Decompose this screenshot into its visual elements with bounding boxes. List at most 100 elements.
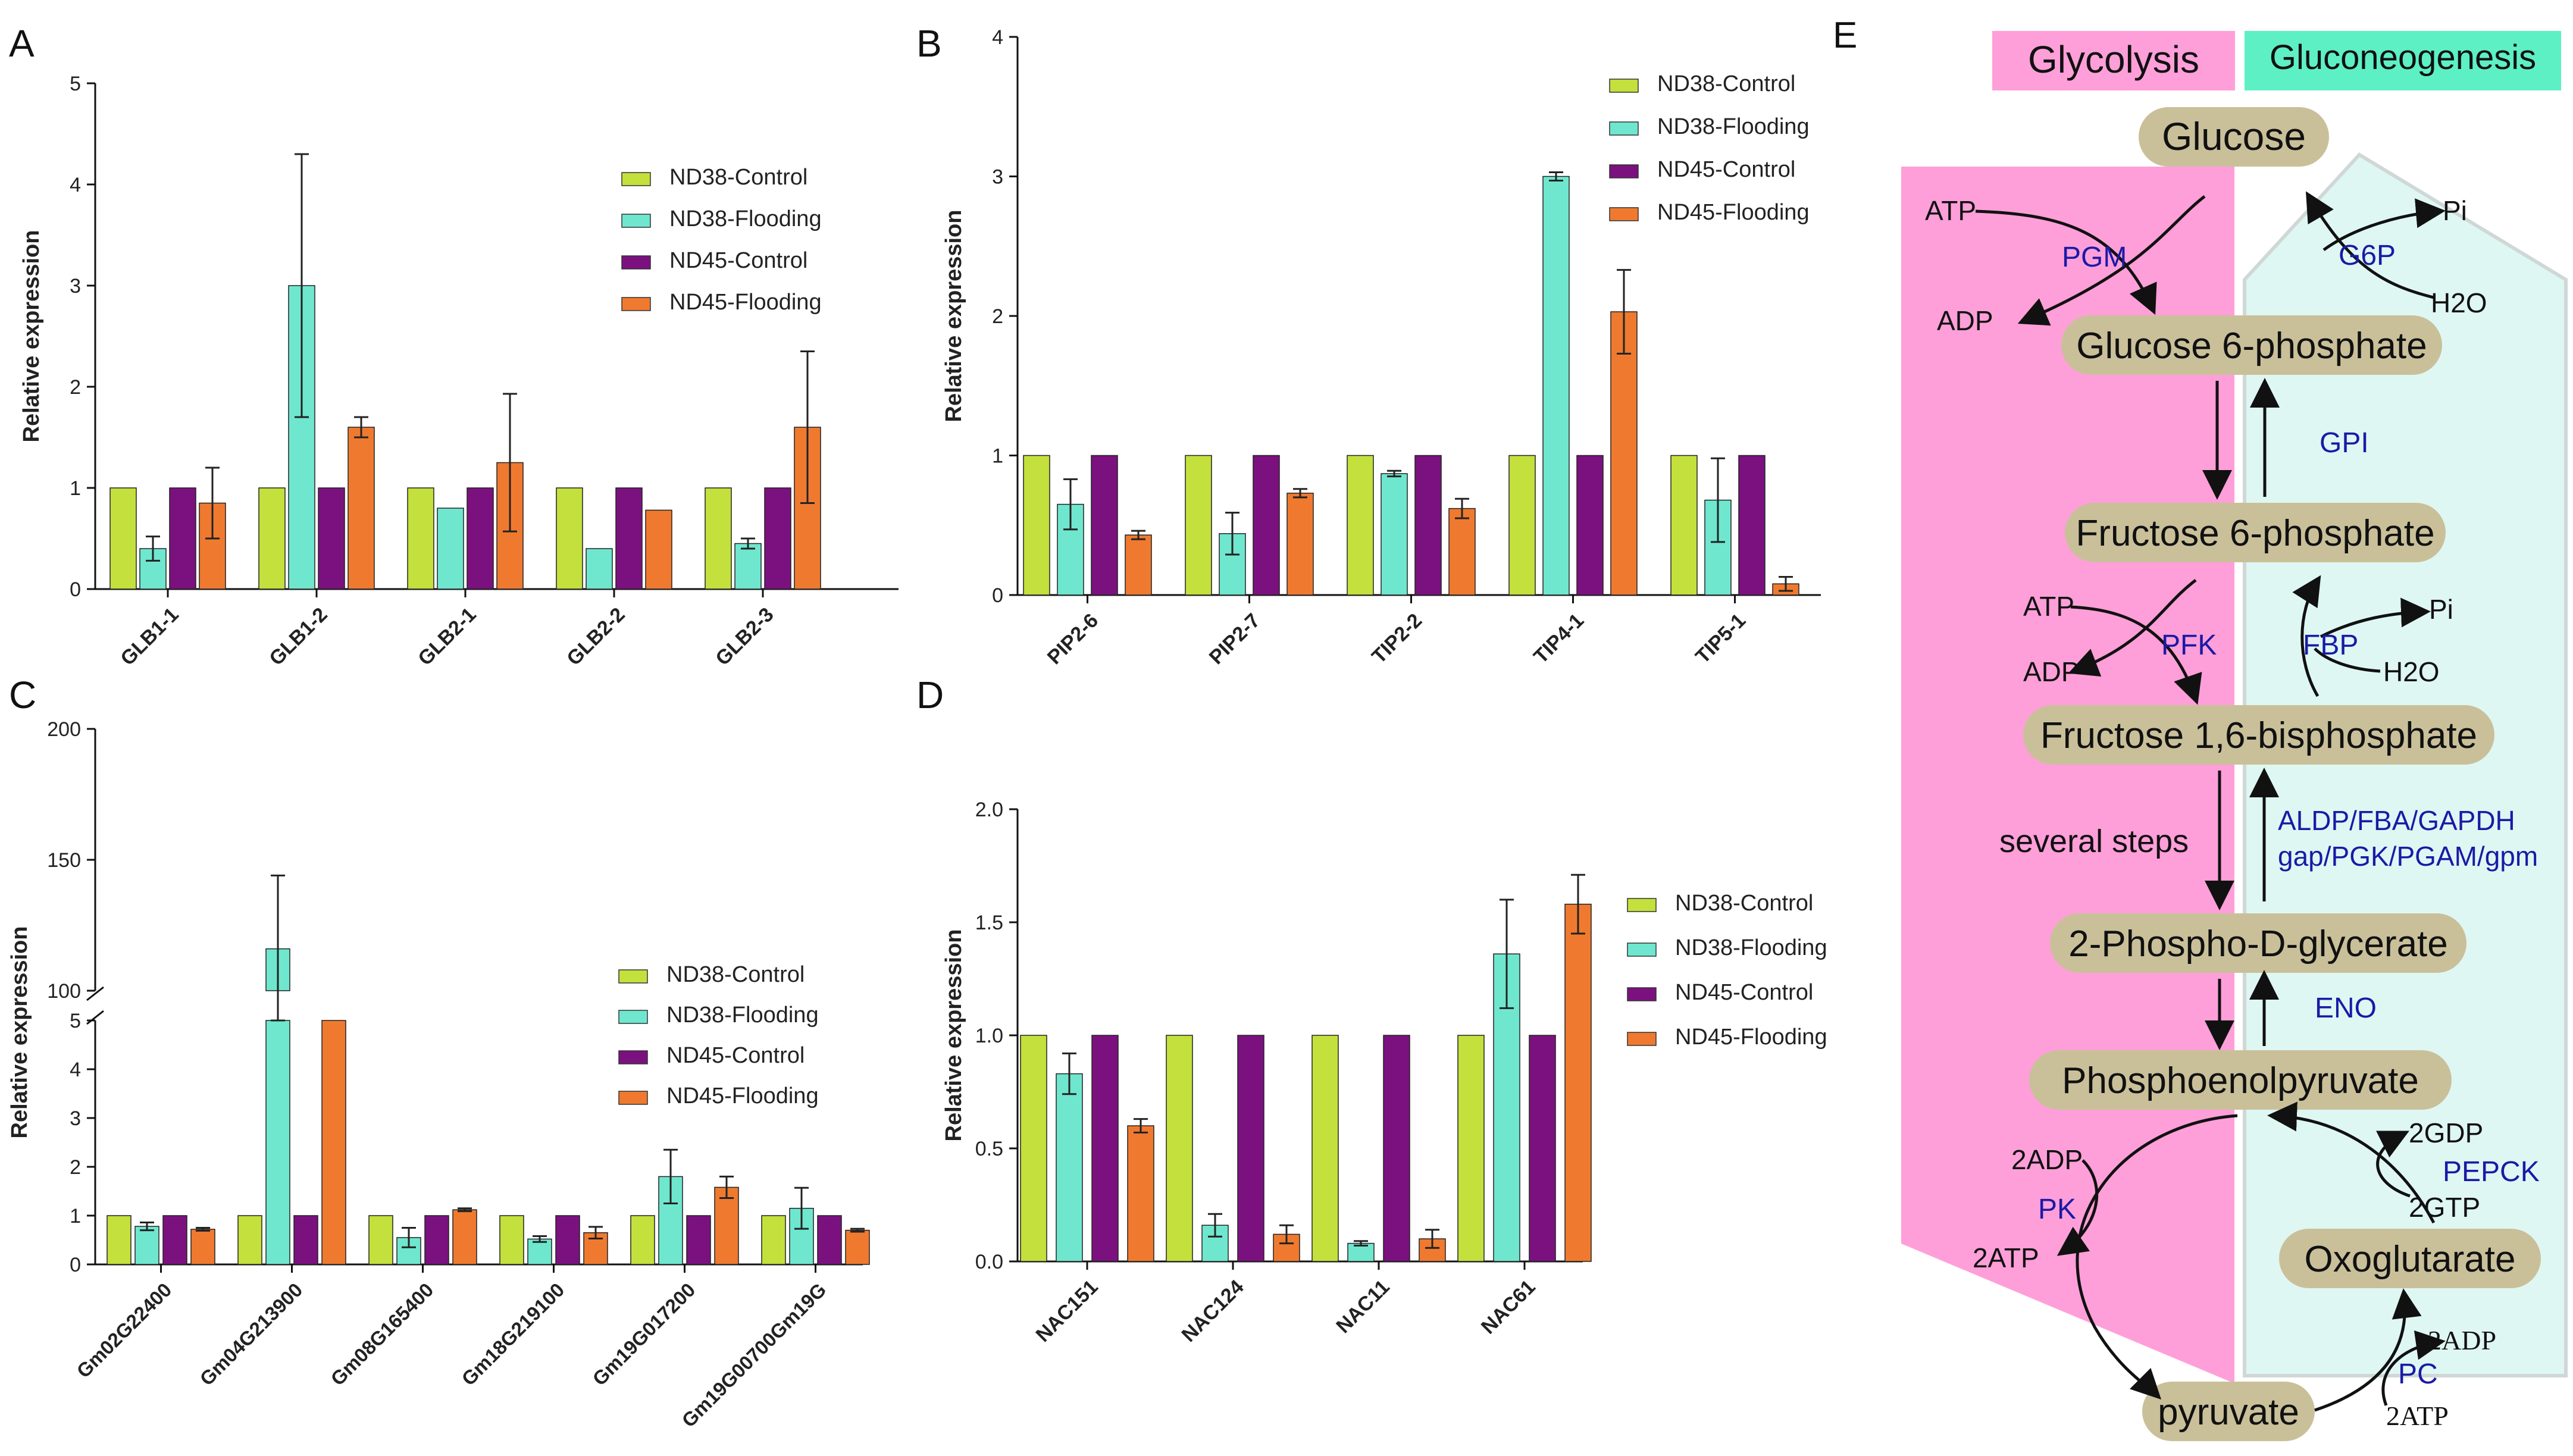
legend-swatch-b-2 bbox=[1609, 164, 1639, 179]
gluconeogenesis-header-bg bbox=[2245, 31, 2561, 90]
y-axis-label-c: Relative expression bbox=[7, 926, 32, 1139]
x-tick-label-a-2: GLB2-1 bbox=[414, 603, 480, 670]
glycolysis-header: Glycolysis bbox=[2028, 38, 2199, 81]
y-tick-label-a-2: 2 bbox=[70, 376, 81, 399]
y-axis-label-b: Relative expression bbox=[941, 210, 966, 422]
legend-label-a-2: ND45-Control bbox=[669, 248, 807, 273]
x-tick-label-b-4: TIP5-1 bbox=[1691, 609, 1750, 668]
y-tick-label-b-4: 4 bbox=[992, 26, 1003, 49]
svg-text:Fructose 6-phosphate: Fructose 6-phosphate bbox=[2076, 513, 2434, 554]
bar-c-0-3 bbox=[190, 1229, 215, 1265]
x-tick-label-a-3: GLB2-2 bbox=[562, 603, 629, 670]
x-tick-label-d-1: NAC124 bbox=[1178, 1276, 1248, 1347]
svg-text:pyruvate: pyruvate bbox=[2158, 1392, 2299, 1433]
enzyme-aldp-line1: ALDP/FBA/GAPDH bbox=[2278, 805, 2515, 836]
chart-panel-c: C 0 1 2 3 4 5 100 150 200 Relative expression Gm02G… bbox=[7, 674, 870, 1432]
cofactor-2gdp: 2GDP bbox=[2409, 1117, 2483, 1148]
legend-swatch-d-3 bbox=[1627, 1032, 1657, 1046]
svg-text:2-Phospho-D-glycerate: 2-Phospho-D-glycerate bbox=[2068, 923, 2448, 965]
x-tick-label-d-3: NAC61 bbox=[1477, 1276, 1540, 1339]
cofactor-atp-2: ATP bbox=[2023, 591, 2074, 622]
bar-c-5-0 bbox=[761, 1215, 786, 1265]
legend-swatch-b-0 bbox=[1609, 79, 1639, 93]
y-tick-label-b-0: 0 bbox=[992, 584, 1003, 607]
y-tick-label-d-2: 1.0 bbox=[975, 1025, 1003, 1047]
y-tick-label-lower-c-3: 3 bbox=[70, 1107, 81, 1130]
legend-label-b-1: ND38-Flooding bbox=[1657, 114, 1810, 139]
bar-c-1-0 bbox=[237, 1215, 262, 1265]
x-tick-label-b-1: PIP2-7 bbox=[1205, 609, 1264, 669]
x-tick-label-a-1: GLB1-2 bbox=[265, 603, 331, 670]
bar-d-3-3 bbox=[1564, 903, 1592, 1262]
y-tick-label-d-3: 1.5 bbox=[975, 912, 1003, 934]
bar-a-3-0 bbox=[556, 487, 583, 590]
y-tick-label-lower-c-1: 1 bbox=[70, 1205, 81, 1228]
y-tick-label-b-1: 1 bbox=[992, 445, 1003, 468]
legend-label-a-1: ND38-Flooding bbox=[669, 206, 822, 231]
cofactor-2atp-1: 2ATP bbox=[1973, 1242, 2039, 1273]
legend-swatch-d-1 bbox=[1627, 943, 1657, 957]
legend-label-c-0: ND38-Control bbox=[666, 962, 805, 987]
enzyme-eno: ENO bbox=[2315, 992, 2377, 1024]
bar-c-2-2 bbox=[424, 1215, 449, 1265]
legend-label-b-2: ND45-Control bbox=[1657, 157, 1795, 182]
node-oxoglutarate: Oxoglutarate bbox=[2279, 1229, 2541, 1288]
cofactor-pi-1: Pi bbox=[2443, 195, 2467, 226]
y-tick-label-a-0: 0 bbox=[70, 578, 81, 601]
legend-swatch-d-2 bbox=[1627, 987, 1657, 1001]
chart-panel-b: B 0 1 2 3 4 Relative expression PIP2-6 PIP2-7 TIP… bbox=[916, 22, 1821, 669]
enzyme-g6p: G6P bbox=[2339, 240, 2396, 271]
x-tick-label-c-2: Gm08G165400 bbox=[326, 1279, 437, 1390]
y-tick-label-a-3: 3 bbox=[70, 275, 81, 298]
node-fructose-6-phosphate: Fructose 6-phosphate bbox=[2065, 503, 2446, 562]
y-tick-label-upper-c-2: 200 bbox=[47, 718, 81, 741]
bar-c-5-3 bbox=[845, 1229, 870, 1265]
y-tick-label-lower-c-4: 4 bbox=[70, 1059, 81, 1081]
bar-a-1-2 bbox=[318, 487, 345, 590]
legend-swatch-a-1 bbox=[621, 214, 651, 228]
bar-c-0-2 bbox=[162, 1215, 187, 1265]
bar-b-1-0 bbox=[1185, 455, 1212, 596]
svg-text:Glucose 6-phosphate: Glucose 6-phosphate bbox=[2076, 325, 2427, 367]
bar-c-1-3 bbox=[321, 1020, 346, 1265]
legend-label-d-1: ND38-Flooding bbox=[1675, 935, 1827, 960]
panel-label-e: E bbox=[1833, 15, 1857, 56]
cofactor-2adp-1: 2ADP bbox=[2011, 1144, 2083, 1175]
legend-swatch-a-2 bbox=[621, 255, 651, 270]
legend-label-a-0: ND38-Control bbox=[669, 165, 807, 190]
bar-d-3-0 bbox=[1457, 1035, 1485, 1262]
bar-a-3-2 bbox=[615, 487, 643, 590]
y-axis-label-a: Relative expression bbox=[19, 230, 44, 443]
legend-label-a-3: ND45-Flooding bbox=[669, 290, 822, 315]
bar-d-2-0 bbox=[1311, 1035, 1339, 1262]
bar-b-0-0 bbox=[1023, 455, 1050, 596]
bar-c-4-3 bbox=[714, 1186, 739, 1265]
bar-b-1-2 bbox=[1253, 455, 1280, 596]
bar-a-0-2 bbox=[169, 487, 196, 590]
x-tick-label-a-0: GLB1-1 bbox=[116, 603, 183, 670]
panel-label-c: C bbox=[9, 674, 36, 716]
gluconeogenesis-header: Gluconeogenesis bbox=[2270, 38, 2536, 77]
cofactor-pi-2: Pi bbox=[2429, 594, 2453, 625]
cofactor-2atp-2: 2ATP bbox=[2386, 1401, 2449, 1431]
y-tick-label-b-2: 2 bbox=[992, 305, 1003, 328]
several-steps-label: several steps bbox=[1999, 823, 2189, 859]
pathway-arrows bbox=[1975, 191, 2446, 1412]
axis-break-lower-c bbox=[86, 1010, 104, 1025]
y-tick-label-lower-c-5: 5 bbox=[70, 1010, 81, 1032]
enzyme-pc: PC bbox=[2398, 1358, 2438, 1390]
legend-label-b-3: ND45-Flooding bbox=[1657, 200, 1810, 225]
legend-label-c-2: ND45-Control bbox=[666, 1043, 805, 1068]
y-tick-label-upper-c-1: 150 bbox=[47, 849, 81, 872]
panel-label-d: D bbox=[916, 674, 944, 716]
bar-d-0-0 bbox=[1020, 1035, 1047, 1262]
legend-label-b-0: ND38-Control bbox=[1657, 71, 1795, 96]
x-tick-label-c-4: Gm19G017200 bbox=[588, 1279, 699, 1390]
legend-swatch-c-3 bbox=[618, 1091, 648, 1105]
node-glucose-6-phosphate: Glucose 6-phosphate bbox=[2061, 315, 2442, 375]
legend-swatch-c-0 bbox=[618, 969, 648, 984]
panel-label-b: B bbox=[916, 22, 942, 65]
axis-break-upper-c bbox=[86, 986, 104, 1001]
panel-label-a: A bbox=[9, 22, 35, 65]
enzyme-aldp-line2: gap/PGK/PGAM/gpm bbox=[2278, 841, 2538, 872]
